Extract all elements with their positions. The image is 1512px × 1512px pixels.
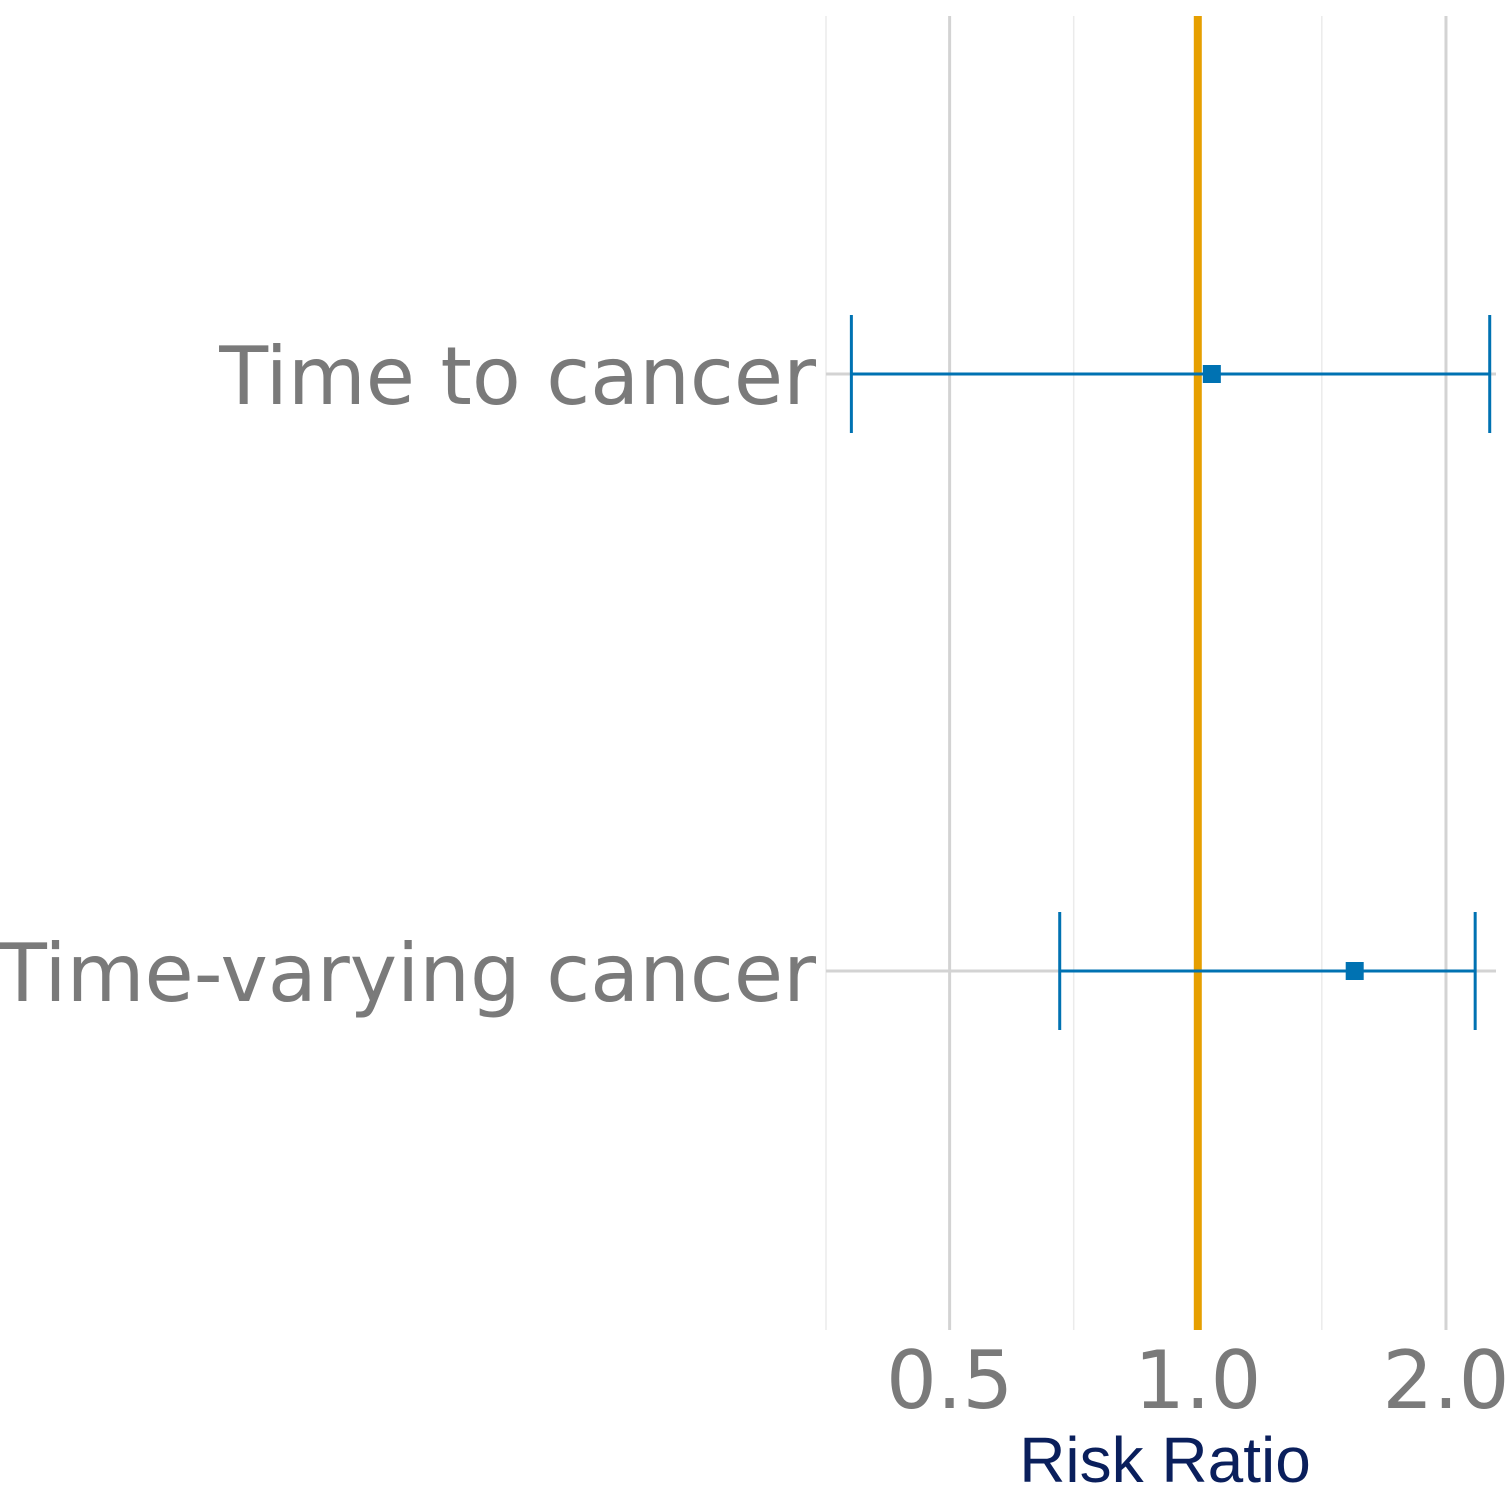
x-tick-labels: 0.5 1.0 2.0 <box>886 1334 1510 1427</box>
x-tick-label-2: 2.0 <box>1382 1334 1509 1427</box>
category-label-0: Time to cancer <box>218 330 816 423</box>
x-tick-label-1: 1.0 <box>1134 1334 1261 1427</box>
minor-gridlines <box>825 16 1323 1330</box>
estimates-group <box>849 315 1492 1030</box>
x-axis-title: Risk Ratio <box>1019 1424 1311 1496</box>
estimate-point-0 <box>1202 365 1221 383</box>
x-tick-label-0: 0.5 <box>886 1334 1013 1427</box>
category-labels: Time to cancer Time-varying cancer <box>0 330 816 1020</box>
row-gridlines <box>826 372 1496 973</box>
estimate-point-1 <box>1345 962 1364 980</box>
category-label-1: Time-varying cancer <box>0 927 816 1020</box>
